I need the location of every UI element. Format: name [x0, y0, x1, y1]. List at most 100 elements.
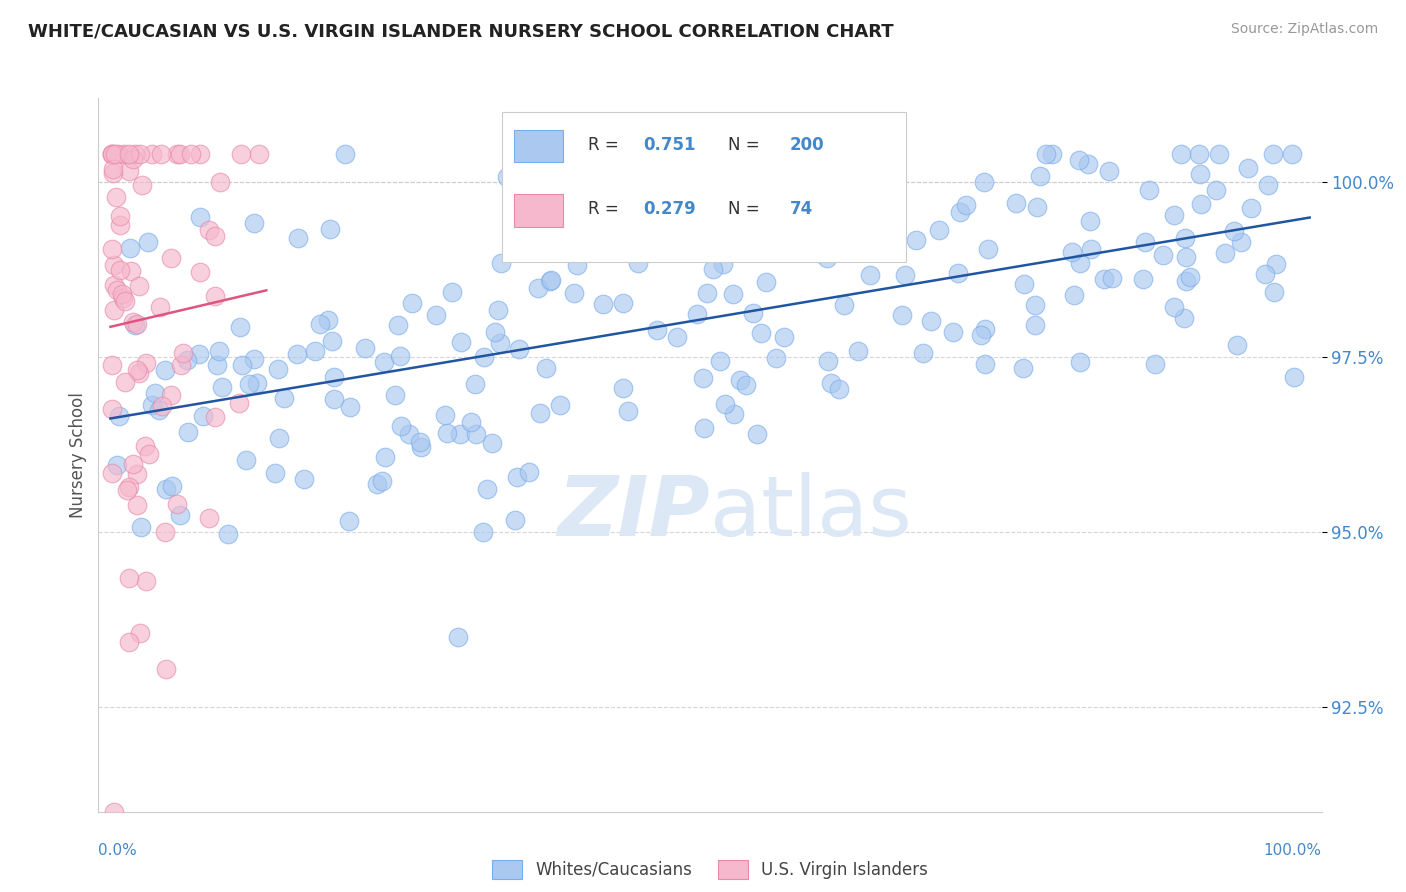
Point: [127, 362, 149, 376]
Point: [101, 466, 124, 480]
Point: [101, 161, 124, 176]
Point: [150, 399, 173, 413]
Point: [191, 409, 214, 423]
Point: [131, 178, 153, 193]
Point: [1263, 147, 1285, 161]
Point: [115, 483, 138, 498]
Point: [108, 209, 131, 223]
Point: [808, 246, 831, 260]
Point: [486, 302, 509, 317]
Point: [374, 450, 396, 464]
Point: [101, 401, 124, 416]
Point: [100, 242, 122, 256]
Point: [121, 152, 143, 166]
Point: [138, 446, 160, 460]
Point: [1005, 196, 1028, 211]
Point: [817, 354, 839, 368]
Point: [190, 147, 212, 161]
Point: [176, 353, 198, 368]
Point: [204, 228, 226, 243]
Point: [235, 453, 257, 467]
Point: [472, 524, 495, 539]
Point: [1012, 277, 1035, 291]
Point: [973, 175, 995, 189]
Point: [1024, 298, 1046, 312]
Point: [1281, 147, 1303, 161]
Point: [600, 199, 623, 213]
Point: [734, 377, 756, 392]
Point: [246, 376, 269, 391]
Point: [1170, 147, 1192, 161]
Point: [1208, 147, 1230, 161]
Point: [859, 178, 882, 192]
Point: [425, 308, 447, 322]
Point: [1029, 169, 1052, 183]
Point: [449, 427, 471, 442]
FancyBboxPatch shape: [502, 112, 905, 262]
Point: [122, 457, 145, 471]
Point: [709, 354, 731, 368]
Point: [747, 427, 769, 442]
Point: [1264, 257, 1286, 271]
Point: [1144, 357, 1167, 371]
Point: [920, 314, 942, 328]
Point: [100, 359, 122, 373]
Point: [128, 366, 150, 380]
Point: [1188, 167, 1211, 181]
Point: [862, 200, 884, 214]
Point: [548, 399, 571, 413]
Point: [125, 498, 148, 512]
Point: [464, 427, 486, 442]
Point: [1175, 274, 1198, 288]
Point: [1239, 201, 1261, 215]
Point: [155, 662, 177, 676]
Point: [287, 347, 309, 361]
Point: [464, 376, 486, 391]
Point: [229, 320, 252, 334]
Point: [716, 147, 738, 161]
Point: [928, 222, 950, 236]
Point: [977, 242, 1000, 256]
Point: [169, 147, 191, 161]
Point: [103, 805, 125, 819]
Point: [859, 150, 882, 164]
Point: [1011, 361, 1033, 376]
Point: [292, 472, 315, 486]
Text: ZIP: ZIP: [557, 472, 710, 552]
Point: [711, 257, 734, 271]
Point: [398, 427, 420, 442]
Point: [1077, 157, 1099, 171]
Point: [948, 205, 970, 219]
Point: [148, 403, 170, 417]
Point: [124, 147, 146, 161]
Point: [692, 371, 714, 385]
Point: [890, 309, 912, 323]
Point: [177, 425, 200, 439]
Point: [335, 147, 357, 161]
Point: [832, 298, 855, 312]
Point: [1101, 270, 1123, 285]
Point: [506, 470, 529, 484]
Text: Source: ZipAtlas.com: Source: ZipAtlas.com: [1230, 22, 1378, 37]
Point: [911, 346, 934, 360]
Point: [208, 343, 231, 358]
Point: [231, 358, 253, 372]
Point: [103, 258, 125, 272]
Point: [1135, 235, 1157, 249]
Point: [1024, 318, 1046, 332]
Point: [1282, 369, 1305, 384]
Point: [1067, 153, 1090, 167]
Point: [858, 219, 880, 233]
Point: [401, 295, 423, 310]
Point: [1132, 271, 1154, 285]
Point: [538, 274, 561, 288]
Point: [188, 347, 211, 361]
Point: [217, 526, 239, 541]
Point: [100, 147, 122, 161]
Point: [1174, 231, 1197, 245]
Point: [713, 397, 735, 411]
Point: [1137, 183, 1160, 197]
Point: [180, 147, 202, 161]
Point: [450, 335, 472, 350]
Point: [765, 351, 787, 365]
